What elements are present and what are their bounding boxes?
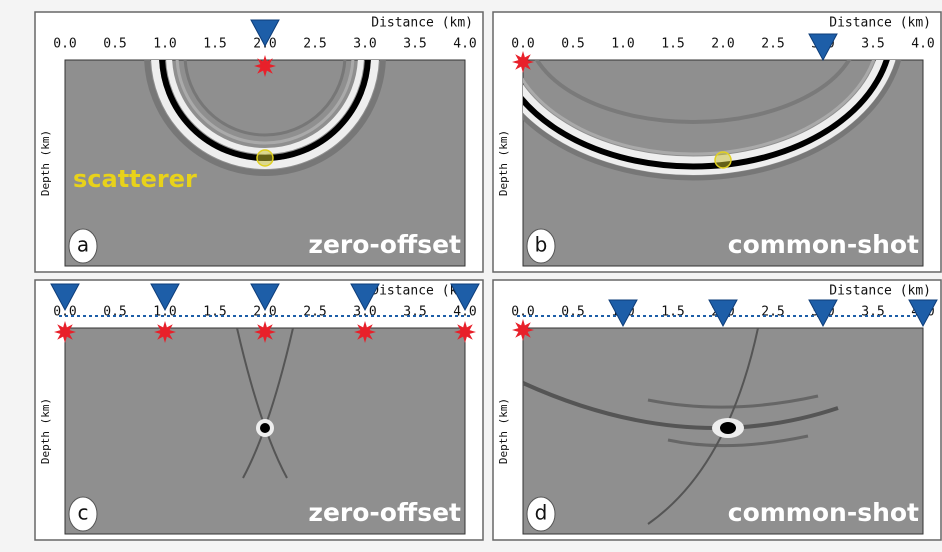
x-tick-label: 0.5 [561,37,584,52]
panel-caption: common-shot [728,498,919,527]
panel: Distance (km)0.00.51.01.52.02.53.03.54.0… [493,280,941,540]
panel: Distance (km)0.00.51.01.52.02.53.03.54.0… [483,0,941,272]
x-tick-label: 2.5 [303,305,326,320]
source-star [54,321,76,343]
x-tick-label: 3.5 [861,305,884,320]
x-tick-label: 0.5 [103,37,126,52]
x-tick-label: 0.0 [511,305,534,320]
source-star [254,55,276,77]
x-tick-label: 3.5 [403,37,426,52]
panel-letter: c [78,501,89,525]
source-star [154,321,176,343]
x-tick-label: 0.5 [103,305,126,320]
x-tick-label: 3.5 [403,305,426,320]
x-tick-label: 0.5 [561,305,584,320]
source-star [512,319,534,341]
x-tick-label: 2.0 [711,37,734,52]
x-tick-label: 3.5 [861,37,884,52]
x-tick-label: 4.0 [911,37,934,52]
y-axis-label: Depth (km) [39,398,52,464]
panel: Distance (km)0.00.51.01.52.02.53.03.54.0… [35,0,483,272]
source-star [454,321,476,343]
panel-caption: zero-offset [308,230,461,259]
panel-caption: zero-offset [308,498,461,527]
focus-point [720,422,736,434]
x-tick-label: 1.5 [661,37,684,52]
y-axis-label: Depth (km) [497,398,510,464]
x-axis-label: Distance (km) [829,16,931,31]
panel-caption: common-shot [728,230,919,259]
source-star [512,51,534,73]
x-axis-label: Distance (km) [829,284,931,299]
x-tick-label: 1.5 [203,305,226,320]
x-tick-label: 1.0 [153,37,176,52]
source-star [354,321,376,343]
scatterer-point [715,152,731,168]
figure: Distance (km) 0.0 0.5 1.0 1.5 2.0 2.5 3.0 3.5 4.0… [0,0,942,552]
panel-letter: b [535,233,548,257]
x-axis-label: Distance (km) [371,16,473,31]
x-tick-label: 1.5 [203,37,226,52]
x-tick-label: 2.5 [761,305,784,320]
x-tick-label: 2.5 [303,37,326,52]
x-tick-label: 1.5 [661,305,684,320]
x-tick-label: 3.0 [353,37,376,52]
source-star [254,321,276,343]
x-tick-label: 2.5 [761,37,784,52]
x-tick-label: 1.0 [611,37,634,52]
y-axis-label: Depth (km) [39,130,52,196]
scatterer-label: scatterer [73,165,197,193]
panel-letter: a [77,233,89,257]
focus-point [260,423,270,433]
x-tick-label: 0.0 [53,37,76,52]
scatterer-point [257,150,273,166]
x-tick-label: 0.0 [511,37,534,52]
panel-letter: d [535,501,548,525]
y-axis-label: Depth (km) [497,130,510,196]
x-tick-label: 4.0 [453,37,476,52]
